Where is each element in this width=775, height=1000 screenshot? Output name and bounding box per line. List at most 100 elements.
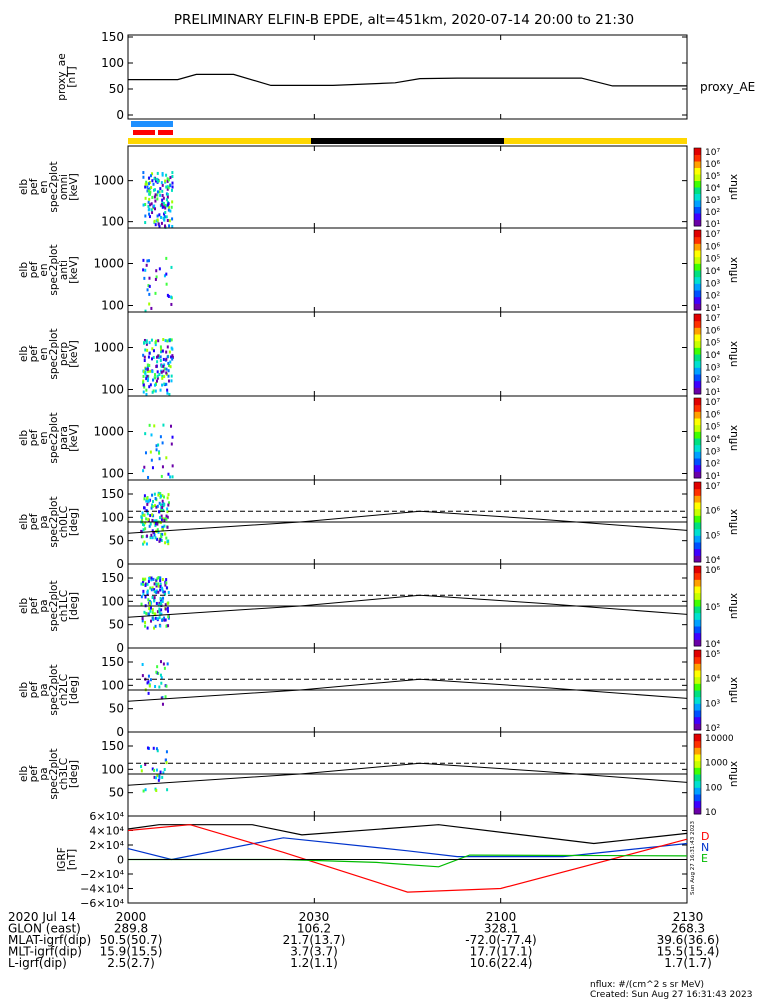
spectrogram-pixel	[148, 363, 151, 367]
colorbar-segment	[694, 794, 701, 802]
spectrogram-pixel	[155, 519, 158, 523]
y-tick-label: 2×10⁴	[89, 839, 124, 852]
spectrogram-pixel	[170, 302, 173, 306]
spectrogram-pixel	[145, 497, 148, 501]
spectrogram-pixel	[161, 194, 164, 198]
spectrogram-pixel	[154, 341, 157, 345]
colorbar-tick-label: 10⁶	[705, 242, 720, 252]
spectrogram-pixel	[156, 617, 159, 621]
spectrogram-pixel	[155, 448, 158, 452]
colorbar-segment	[694, 535, 701, 543]
orbit-row-value: 10.6(22.4)	[470, 956, 533, 970]
spectrogram-pixel	[151, 611, 154, 615]
spectrogram-pixel	[149, 369, 152, 373]
colorbar: 10² 10³ 10⁴ 10⁵ nflux	[693, 649, 740, 734]
spectrogram-pixel	[140, 765, 143, 769]
spectrogram-pixel	[157, 671, 160, 675]
spectrogram-marks	[142, 338, 174, 397]
spectrogram-pixel	[144, 370, 147, 374]
spectrogram-pixel	[166, 193, 169, 197]
spectrogram-pixel	[159, 355, 162, 359]
spectrogram-pixel	[157, 603, 160, 607]
y-axis-label: perp	[58, 342, 70, 366]
sunlight-bar-1	[128, 138, 311, 144]
spectrogram-pixel	[171, 475, 174, 479]
spectrogram-pixel	[165, 215, 168, 219]
spectrogram-pixel	[158, 501, 161, 505]
y-tick-label: 0	[116, 641, 124, 655]
loss-cone-lines	[127, 678, 688, 702]
spectrogram-pixel	[167, 369, 170, 373]
spectrogram-pixel	[145, 340, 148, 344]
spectrogram-pixel	[148, 176, 151, 180]
spectrogram-pixel	[141, 619, 144, 623]
colorbar-segment	[694, 213, 701, 220]
spectrogram-marks	[142, 171, 174, 229]
spectrogram-pixel	[169, 475, 172, 479]
spectrogram-pixel	[165, 750, 168, 754]
panel-3: 1001000elbpefenspec2plotanti[keV]10¹10²1…	[18, 227, 740, 314]
spectrogram-pixel	[151, 370, 154, 374]
spectrogram-pixel	[166, 601, 169, 605]
spectrogram-pixel	[155, 364, 158, 368]
spectrogram-pixel	[143, 610, 146, 614]
spectrogram-pixel	[154, 179, 157, 183]
y-axis-label: anti	[58, 260, 70, 280]
y-axis-label: spec2plot	[48, 496, 60, 547]
spectrogram-pixel	[162, 338, 165, 342]
spectrogram-pixel	[158, 225, 161, 229]
spectrogram-pixel	[166, 195, 169, 199]
colorbar-segment	[694, 656, 701, 664]
spectrogram-pixel	[142, 789, 145, 793]
spectrogram-pixel	[145, 499, 148, 503]
colorbar-segment	[694, 270, 701, 278]
spectrogram-pixel	[168, 393, 171, 397]
spectrogram-pixel	[165, 350, 168, 354]
spectrogram-pixel	[161, 494, 164, 498]
colorbar-segment	[694, 528, 701, 536]
colorbar-tick-label: 10⁴	[705, 556, 720, 566]
spectrogram-pixel	[164, 603, 167, 607]
colorbar-segment	[694, 387, 701, 395]
spectrogram-pixel	[164, 607, 167, 611]
spectrogram-pixel	[147, 377, 150, 381]
colorbar-tick-label: 10000	[705, 734, 734, 744]
colorbar-tick-label: 10¹	[705, 472, 720, 482]
spectrogram-pixel	[168, 350, 171, 354]
spectrogram-pixel	[142, 542, 145, 546]
spectrogram-pixel	[153, 188, 156, 192]
spectrogram-pixel	[164, 695, 167, 699]
colorbar-segment	[694, 606, 701, 614]
fgm-bar-1	[133, 130, 155, 135]
spectrogram-pixel	[165, 185, 168, 189]
spectrogram-pixel	[165, 198, 168, 202]
spectrogram-pixel	[162, 662, 165, 666]
spectrogram-pixel	[149, 522, 152, 526]
spectrogram-pixel	[147, 259, 150, 263]
spectrogram-pixel	[165, 367, 168, 371]
spectrogram-pixel	[163, 518, 166, 522]
spectrogram-pixel	[163, 215, 166, 219]
spectrogram-pixel	[158, 610, 161, 614]
y-axis-label: elb	[18, 682, 30, 698]
spectrogram-pixel	[160, 696, 163, 700]
spectrogram-pixel	[147, 189, 150, 193]
spectrogram-pixel	[156, 774, 159, 778]
spectrogram-pixel	[146, 288, 149, 292]
colorbar-segment	[694, 263, 701, 271]
spectrogram-pixel	[159, 492, 162, 496]
spectrogram-pixel	[161, 465, 164, 469]
spectrogram-pixel	[170, 338, 173, 342]
spectrogram-pixel	[146, 189, 149, 193]
spectrogram-pixel	[158, 190, 161, 194]
spectrogram-pixel	[144, 788, 147, 792]
spectrogram-pixel	[160, 370, 163, 374]
orbit-row-label: L-igrf(dip)	[8, 956, 67, 970]
y-axis-label: ch0LC	[58, 506, 70, 538]
y-axis-label: elb	[18, 598, 30, 614]
legend-entry: N	[701, 841, 709, 854]
spectrogram-pixel	[166, 507, 169, 511]
spectrogram-pixel	[159, 624, 162, 628]
spectrogram-pixel	[154, 277, 157, 281]
